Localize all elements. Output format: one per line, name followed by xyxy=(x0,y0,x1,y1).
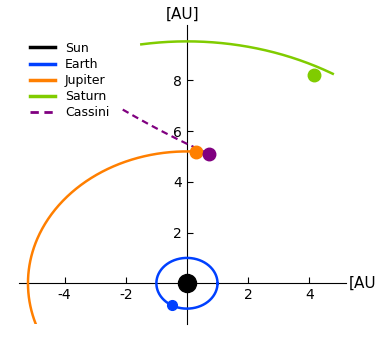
Text: [AU]: [AU] xyxy=(349,276,376,291)
Text: [AU]: [AU] xyxy=(165,7,199,21)
Legend: Sun, Earth, Jupiter, Saturn, Cassini: Sun, Earth, Jupiter, Saturn, Cassini xyxy=(25,37,114,124)
